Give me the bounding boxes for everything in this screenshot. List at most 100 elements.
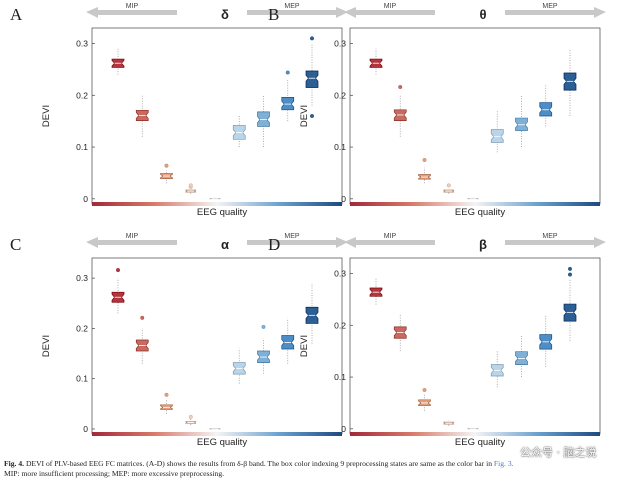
panel-title: δ — [221, 7, 229, 22]
caption-figure-link[interactable]: Fig. 3. — [493, 459, 514, 468]
box-body — [281, 97, 295, 111]
mip-arrow: MIP — [344, 233, 435, 248]
outlier-point — [422, 388, 427, 392]
box-7 — [257, 95, 270, 148]
panel-letter: A — [10, 5, 23, 24]
x-axis-label: EEG quality — [197, 437, 247, 448]
box-9 — [305, 283, 319, 344]
box-9 — [563, 266, 577, 341]
caption-label: Fig. 4. — [4, 459, 25, 468]
outlier-point — [568, 272, 572, 277]
quality-colorbar — [350, 202, 600, 206]
y-axis-label: DEVI — [41, 335, 52, 357]
box-8 — [281, 318, 295, 364]
mip-arrow-shape — [86, 237, 177, 248]
mip-label: MIP — [384, 3, 397, 10]
outlier-point — [446, 183, 451, 188]
y-tick-label: 0 — [83, 424, 88, 434]
mip-arrow-shape — [344, 7, 435, 18]
outlier-point — [164, 392, 169, 397]
box-9 — [305, 36, 319, 118]
box-6 — [232, 116, 246, 148]
x-axis-label: EEG quality — [455, 437, 505, 448]
mip-label: MIP — [126, 233, 139, 240]
box-3 — [418, 158, 431, 184]
box-6 — [490, 351, 504, 388]
x-axis-label: EEG quality — [197, 207, 247, 218]
axes-frame — [349, 27, 601, 205]
box-body — [539, 102, 553, 117]
box-5 — [209, 427, 221, 430]
box-2 — [393, 85, 407, 137]
box-8 — [539, 84, 553, 127]
y-tick-label: 0.3 — [76, 39, 88, 49]
box-2 — [393, 314, 407, 352]
box-3 — [160, 392, 173, 414]
outlier-point — [568, 266, 572, 271]
panel-title: θ — [479, 7, 486, 22]
box-3 — [160, 163, 173, 184]
y-tick-label: 0 — [341, 194, 346, 204]
panel-letter: C — [10, 235, 21, 254]
mep-arrow: MEP — [505, 233, 606, 248]
outlier-point — [398, 85, 403, 89]
x-axis-label: EEG quality — [455, 207, 505, 218]
panel-title: β — [479, 237, 487, 252]
box-7 — [257, 324, 270, 374]
y-tick-label: 0.2 — [76, 323, 88, 333]
mep-label: MEP — [284, 233, 300, 240]
outlier-point — [164, 163, 169, 168]
mip-arrow: MIP — [86, 3, 177, 18]
box-1 — [111, 268, 125, 314]
caption-line-1: DEVI of PLV-based EEG FC matrices. (A-D)… — [25, 459, 493, 468]
outlier-point — [310, 36, 314, 41]
box-1 — [369, 48, 383, 75]
mep-arrow-shape — [247, 7, 348, 18]
box-2 — [135, 315, 149, 364]
y-tick-label: 0.1 — [76, 142, 88, 152]
mep-label: MEP — [542, 233, 558, 240]
quality-colorbar — [92, 202, 342, 206]
caption-line-2: MIP: more insufficient processing; MEP: … — [4, 469, 225, 478]
mep-arrow: MEP — [247, 3, 348, 18]
mip-arrow: MIP — [86, 233, 177, 248]
box-body — [305, 70, 319, 88]
outlier-point — [285, 70, 290, 75]
box-8 — [539, 314, 553, 367]
box-body — [257, 111, 270, 127]
mip-arrow: MIP — [344, 3, 435, 18]
box-body — [490, 129, 504, 143]
mep-arrow-shape — [505, 7, 606, 18]
outlier-point — [188, 183, 193, 188]
quality-colorbar — [350, 432, 600, 436]
box-1 — [369, 278, 383, 305]
outlier-point — [310, 114, 314, 118]
y-tick-label: 0.2 — [76, 90, 88, 100]
y-tick-label: 0.3 — [334, 269, 346, 279]
outlier-point — [422, 158, 427, 162]
figure-caption: Fig. 4. DEVI of PLV-based EEG FC matrice… — [4, 459, 636, 479]
box-6 — [232, 348, 246, 384]
y-tick-label: 0.2 — [334, 320, 346, 330]
outlier-point — [261, 324, 266, 329]
mep-label: MEP — [284, 3, 300, 10]
y-tick-label: 0.1 — [334, 372, 346, 382]
watermark: 公众号 · 脑之说 — [520, 446, 597, 459]
box-3 — [418, 388, 431, 411]
mep-arrow: MEP — [505, 3, 606, 18]
y-axis-label: DEVI — [41, 105, 52, 127]
mep-arrow-shape — [247, 237, 348, 248]
y-tick-label: 0.1 — [334, 142, 346, 152]
panel-letter: D — [268, 235, 280, 254]
mep-arrow-shape — [505, 237, 606, 248]
mip-label: MIP — [384, 233, 397, 240]
mep-label: MEP — [542, 3, 558, 10]
box-4 — [443, 420, 455, 426]
y-tick-label: 0 — [341, 424, 346, 434]
box-5 — [467, 197, 479, 200]
box-1 — [111, 48, 125, 75]
